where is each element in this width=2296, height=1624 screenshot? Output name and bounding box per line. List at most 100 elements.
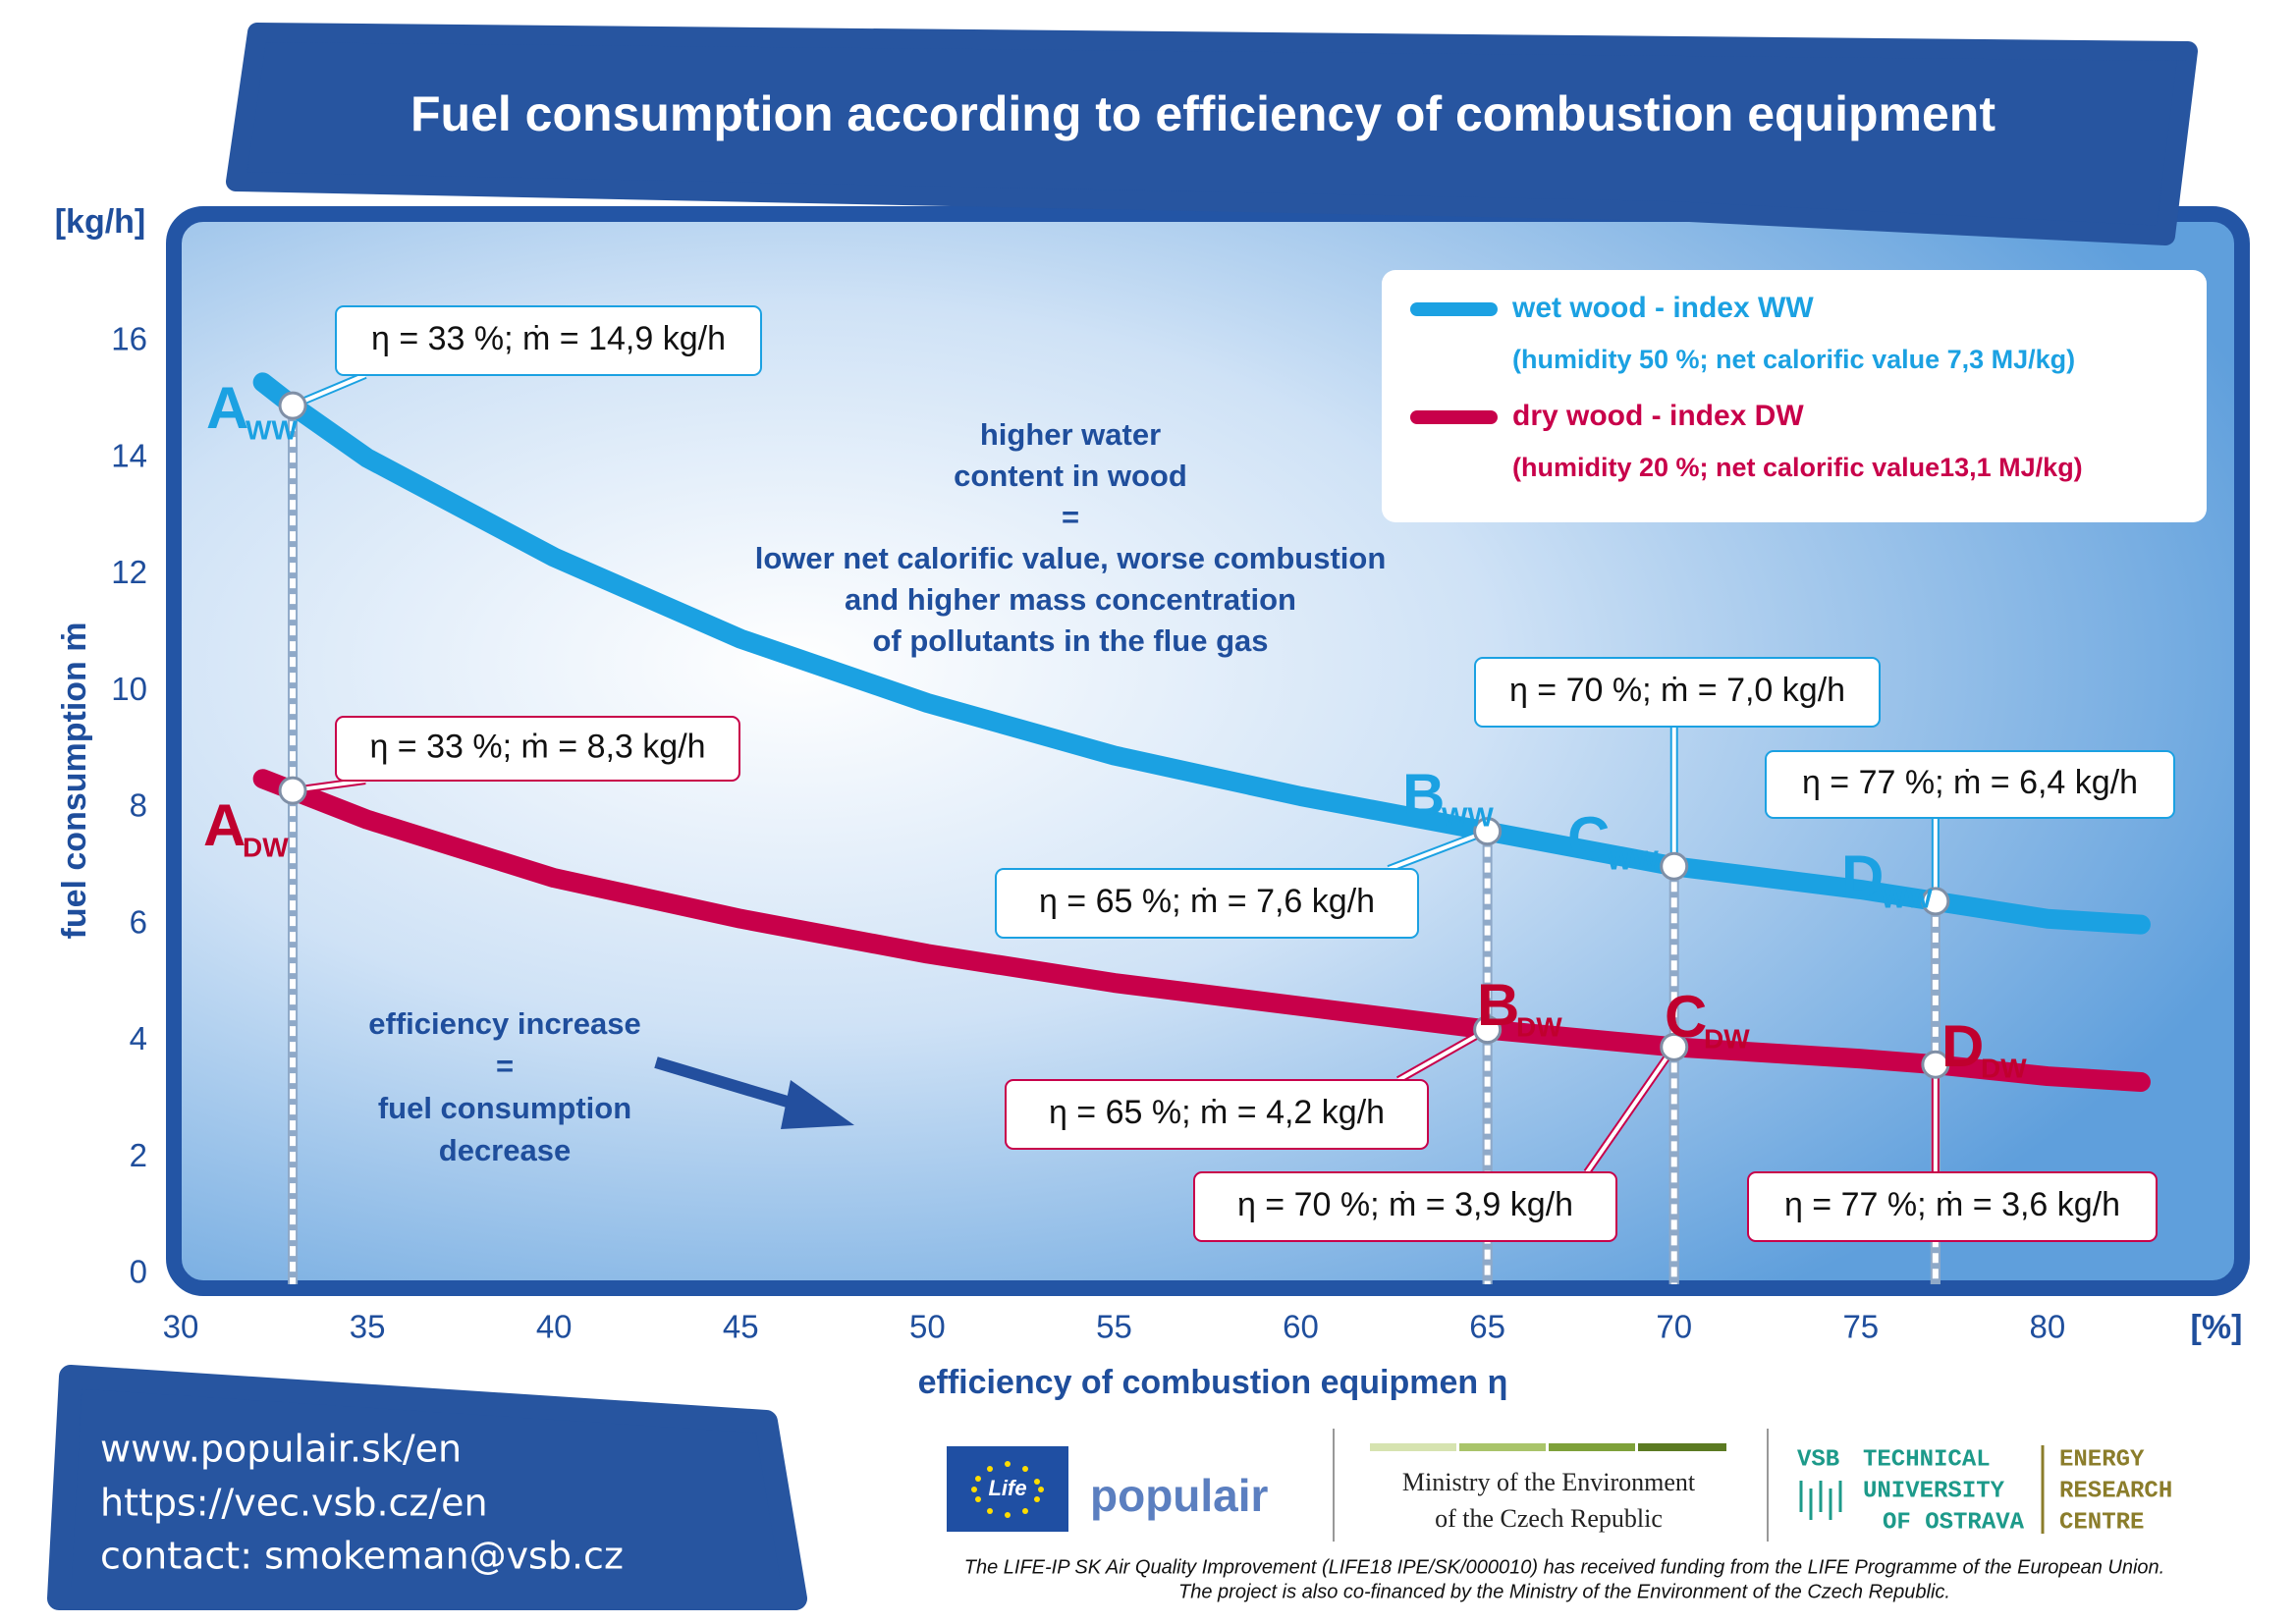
point-index: DW xyxy=(1704,1023,1750,1054)
erc-name: RESEARCH xyxy=(2059,1478,2172,1504)
annotation-text: fuel consumption xyxy=(378,1091,631,1125)
point-index: DW xyxy=(1981,1053,2027,1083)
callout-label: η = 70 %; ṁ = 3,9 kg/h xyxy=(1237,1186,1573,1223)
y-tick-label: 10 xyxy=(111,671,147,707)
legend xyxy=(1382,270,2207,522)
ministry-bar xyxy=(1638,1443,1726,1451)
vsb-logo: VSB xyxy=(1797,1446,1839,1473)
vsb-name: UNIVERSITY xyxy=(1863,1478,2005,1504)
point-letter: D xyxy=(1841,843,1884,909)
y-tick-label: 8 xyxy=(130,787,147,824)
point-letter: A xyxy=(203,792,246,858)
vsb-name: TECHNICAL xyxy=(1863,1446,1991,1473)
callout-box xyxy=(1747,1171,2158,1242)
callout-label: η = 70 %; ṁ = 7,0 kg/h xyxy=(1509,672,1845,709)
vsb-name: OF OSTRAVA xyxy=(1883,1509,2025,1536)
annotation-text: and higher mass concentration xyxy=(845,582,1296,617)
callout-box xyxy=(1193,1171,1617,1242)
funding-note: The project is also co-financed by the M… xyxy=(1178,1581,1950,1602)
point-letter: C xyxy=(1567,805,1610,871)
point-marker xyxy=(278,391,307,420)
callout-pointer xyxy=(1388,829,1489,871)
y-tick-label: 12 xyxy=(111,554,147,590)
annotation-text: of pollutants in the flue gas xyxy=(873,623,1269,658)
callout-box xyxy=(1005,1079,1429,1150)
point-letter: B xyxy=(1477,972,1519,1038)
callout-label: η = 33 %; ṁ = 8,3 kg/h xyxy=(369,728,705,765)
y-tick-label: 6 xyxy=(130,903,147,940)
life-logo: Life xyxy=(988,1476,1026,1500)
point-letter: B xyxy=(1402,762,1445,828)
x-tick-label: 45 xyxy=(723,1309,759,1345)
callout-box xyxy=(995,868,1419,939)
erc-name: ENERGY xyxy=(2059,1446,2145,1473)
chart-title: Fuel consumption according to efficiency… xyxy=(410,86,1995,141)
vsb-icon xyxy=(1799,1481,1842,1520)
x-tick-label: 70 xyxy=(1656,1309,1692,1345)
x-unit: [%] xyxy=(2191,1309,2243,1346)
point-index: DW xyxy=(243,832,289,862)
point-letter: D xyxy=(1941,1013,1984,1079)
annotation-text: efficiency increase xyxy=(368,1006,640,1041)
legend-description: (humidity 50 %; net calorific value 7,3 … xyxy=(1512,345,2075,374)
footer-link: www.populair.sk/en xyxy=(100,1428,462,1471)
ministry-bar xyxy=(1459,1443,1546,1451)
annotation-text: decrease xyxy=(439,1133,571,1167)
title-banner xyxy=(226,23,2198,245)
callout-pointer xyxy=(1585,1046,1676,1174)
annotation-text: = xyxy=(496,1049,514,1083)
point-marker xyxy=(1921,1050,1950,1079)
point-index: WW xyxy=(1607,844,1659,875)
point-index: DW xyxy=(1516,1011,1562,1042)
callout-label: η = 65 %; ṁ = 4,2 kg/h xyxy=(1049,1094,1385,1131)
arrow-head xyxy=(781,1080,854,1129)
eu-stars xyxy=(971,1461,1044,1518)
callout-label: η = 65 %; ṁ = 7,6 kg/h xyxy=(1039,883,1375,920)
x-tick-label: 60 xyxy=(1283,1309,1319,1345)
point-marker xyxy=(1660,1032,1689,1061)
point-marker xyxy=(1921,887,1950,916)
callout-pointer xyxy=(1397,1027,1489,1082)
x-tick-label: 30 xyxy=(163,1309,199,1345)
point-marker xyxy=(1473,817,1503,846)
funding-note: The LIFE-IP SK Air Quality Improvement (… xyxy=(964,1556,2164,1578)
y-axis-label: fuel consumption ṁ xyxy=(56,623,93,940)
legend-label: dry wood - index DW xyxy=(1512,400,1804,432)
callout-box xyxy=(1474,657,1881,728)
annotation-text: content in wood xyxy=(954,459,1187,493)
callout-label: η = 77 %; ṁ = 6,4 kg/h xyxy=(1802,764,2138,801)
ministry-name: Ministry of the Environment xyxy=(1402,1468,1696,1496)
x-tick-label: 50 xyxy=(909,1309,946,1345)
callout-label: η = 77 %; ṁ = 3,6 kg/h xyxy=(1784,1186,2120,1223)
callout-label: η = 33 %; ṁ = 14,9 kg/h xyxy=(371,320,726,357)
point-marker xyxy=(1660,851,1689,881)
x-tick-label: 75 xyxy=(1842,1309,1879,1345)
y-unit: [kg/h] xyxy=(55,203,146,241)
annotation-text: higher water xyxy=(980,417,1161,452)
point-index: WW xyxy=(246,414,298,445)
x-tick-label: 80 xyxy=(2030,1309,2066,1345)
legend-description: (humidity 20 %; net calorific value13,1 … xyxy=(1512,453,2083,482)
y-tick-label: 4 xyxy=(130,1020,147,1056)
populair-logo: populair xyxy=(1090,1470,1269,1521)
point-index: WW xyxy=(1442,801,1494,832)
point-letter: C xyxy=(1665,984,1707,1050)
ministry-bar xyxy=(1549,1443,1635,1451)
footer-link: contact: smokeman@vsb.cz xyxy=(100,1535,624,1578)
y-tick-label: 16 xyxy=(111,320,147,356)
y-tick-label: 0 xyxy=(130,1254,147,1290)
arrow xyxy=(654,1056,802,1111)
callout-box xyxy=(335,305,762,376)
x-tick-label: 55 xyxy=(1096,1309,1132,1345)
annotation-text: = xyxy=(1062,500,1079,534)
point-letter: A xyxy=(206,375,248,441)
y-tick-label: 2 xyxy=(130,1137,147,1173)
x-tick-label: 65 xyxy=(1469,1309,1505,1345)
legend-label: wet wood - index WW xyxy=(1511,292,1814,324)
footer-box xyxy=(47,1365,807,1610)
ministry-name: of the Czech Republic xyxy=(1435,1504,1663,1533)
erc-name: CENTRE xyxy=(2059,1509,2144,1536)
x-tick-label: 40 xyxy=(536,1309,573,1345)
ministry-bar xyxy=(1370,1443,1456,1451)
